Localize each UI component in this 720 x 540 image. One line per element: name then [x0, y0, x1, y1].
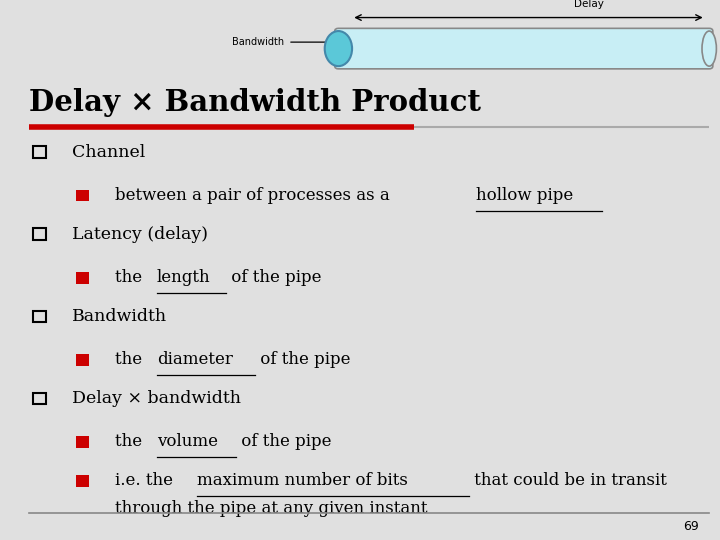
Bar [76, 475, 89, 487]
Bar [33, 393, 46, 404]
Text: Bandwidth: Bandwidth [233, 37, 284, 47]
Text: Latency (delay): Latency (delay) [72, 226, 208, 243]
Text: of the pipe: of the pipe [235, 433, 331, 450]
Text: length: length [157, 269, 210, 286]
Text: Delay: Delay [574, 0, 603, 9]
Bar [33, 228, 46, 240]
Bar [33, 310, 46, 322]
Text: of the pipe: of the pipe [255, 351, 351, 368]
Bar [76, 272, 89, 284]
Text: that could be in transit: that could be in transit [469, 472, 667, 489]
Text: Channel: Channel [72, 144, 145, 161]
Text: between a pair of processes as a: between a pair of processes as a [115, 187, 395, 204]
Text: Delay × Bandwidth Product: Delay × Bandwidth Product [29, 88, 481, 117]
Text: the: the [115, 433, 148, 450]
Text: of the pipe: of the pipe [226, 269, 322, 286]
Text: hollow pipe: hollow pipe [477, 187, 574, 204]
Text: Bandwidth: Bandwidth [72, 308, 167, 325]
Text: diameter: diameter [157, 351, 233, 368]
Text: volume: volume [157, 433, 218, 450]
Bar [76, 190, 89, 201]
Text: Delay × bandwidth: Delay × bandwidth [72, 390, 241, 407]
Bar [33, 146, 46, 158]
Text: the: the [115, 269, 148, 286]
Text: i.e. the: i.e. the [115, 472, 179, 489]
Text: maximum number of bits: maximum number of bits [197, 472, 408, 489]
Text: through the pipe at any given instant: through the pipe at any given instant [115, 500, 428, 517]
Bar [76, 436, 89, 448]
Ellipse shape [325, 31, 352, 66]
Text: 69: 69 [683, 520, 698, 533]
Bar [76, 354, 89, 366]
Text: the: the [115, 351, 148, 368]
Ellipse shape [702, 31, 716, 66]
FancyBboxPatch shape [335, 28, 713, 69]
